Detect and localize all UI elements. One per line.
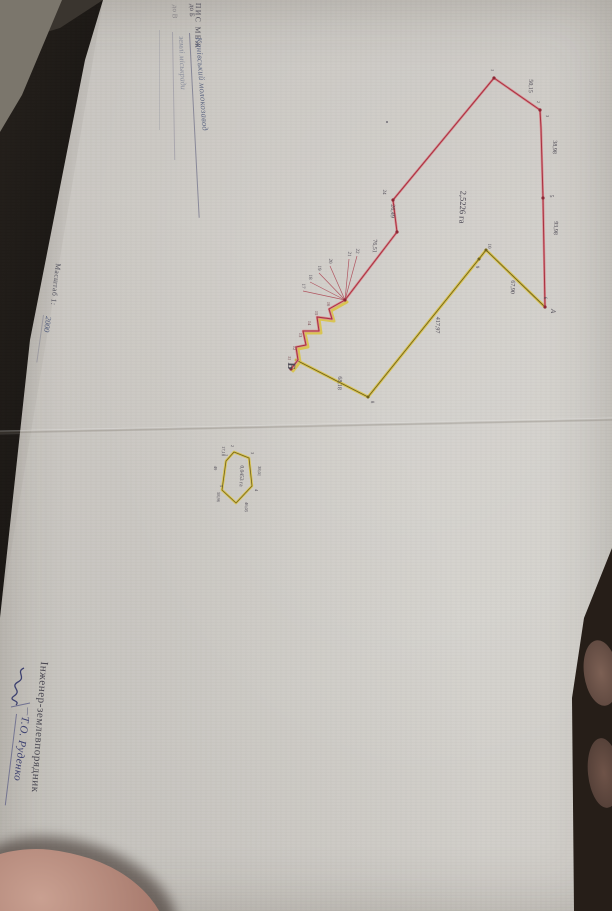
inset-label: 4: [254, 489, 259, 492]
inset-outline-line: [221, 451, 253, 504]
survey-label: 17: [300, 283, 305, 289]
vertex-leader-line: [344, 258, 350, 301]
survey-label: 68,18: [336, 376, 342, 390]
inset-label: 58,96: [215, 492, 221, 503]
survey-label: 1: [490, 69, 495, 71]
yellow-vertex-dot: [484, 248, 488, 252]
red-vertex-dot: [289, 367, 293, 371]
inset-label: 38,01: [256, 466, 262, 476]
survey-label: 26,49: [389, 204, 395, 218]
inset-label: 17,18: [220, 446, 226, 457]
survey-label: 22: [354, 248, 359, 254]
red-vertex-dot: [391, 198, 395, 202]
inset-label: 46,05: [243, 502, 249, 513]
survey-label: 16: [326, 302, 331, 307]
red-vertex-dot: [395, 230, 399, 234]
survey-label: 13: [298, 333, 303, 338]
survey-label: Б: [285, 362, 297, 370]
boundary-line-2-value: землі міськради: [177, 36, 188, 90]
red-boundary-line: [290, 77, 546, 370]
inset-label: 49: [213, 466, 218, 471]
inset-label: 5: [219, 485, 224, 488]
survey-label: А: [549, 308, 557, 314]
survey-label: 50,15: [527, 79, 533, 93]
survey-label: 12: [292, 346, 297, 351]
survey-label: 76,51: [371, 239, 377, 253]
survey-label: 21: [346, 251, 351, 257]
survey-label: 14: [307, 321, 312, 326]
vertex-leader-line: [329, 265, 346, 301]
inset-label: 2: [230, 445, 235, 447]
survey-label: 67,90: [509, 280, 515, 294]
survey-label: 9: [474, 266, 479, 269]
survey-label: 24: [381, 189, 386, 195]
red-vertex-dot: [541, 196, 545, 200]
survey-label: 417,97: [434, 317, 441, 334]
red-boundary-outer: [289, 76, 547, 371]
engineer-signature: [11, 667, 25, 706]
vertex-leader-line: [302, 290, 346, 301]
yellow-boundary-glow: [294, 248, 547, 399]
vertex-leader-line: [318, 272, 346, 301]
survey-label: 93,98: [552, 221, 558, 235]
boundary-line-2-label: до В: [170, 4, 179, 19]
vertex-leader-line: [309, 281, 346, 301]
yellow-vertex-dot: [366, 395, 370, 399]
survey-label: 11: [287, 356, 292, 361]
inset-label: 3: [250, 452, 255, 455]
survey-label: 3: [545, 115, 550, 118]
survey-label: 6: [542, 297, 547, 300]
signature-underline: [10, 702, 31, 708]
survey-label: 38,98: [551, 140, 557, 154]
inset-label: 0,0453 га: [238, 465, 245, 487]
inset-outline-glow: [220, 450, 254, 505]
survey-label: 20: [327, 258, 332, 264]
vertex-leader-line: [344, 255, 358, 301]
stray-mark: [386, 121, 388, 123]
inset-label: 1: [224, 454, 229, 456]
red-vertex-dot: [543, 305, 547, 309]
survey-label: 19: [316, 265, 321, 271]
survey-label: 2,5226 га: [457, 191, 468, 224]
yellow-boundary-backing: [291, 300, 349, 373]
red-vertex-dot: [538, 108, 542, 112]
survey-label: 18: [307, 274, 312, 280]
boundary-line-3-rule: [159, 30, 160, 130]
survey-label: 15: [314, 311, 319, 316]
survey-label: 2: [536, 101, 541, 103]
engineer-dash: —: [23, 707, 33, 716]
survey-label: 8: [369, 401, 374, 404]
red-vertex-dot: [492, 76, 496, 80]
yellow-vertex-dot: [477, 257, 481, 261]
boundary-line-1-label: до Б: [187, 3, 196, 17]
survey-label: 5: [548, 195, 554, 198]
survey-label: 10: [486, 243, 491, 249]
red-vertex-dot: [343, 298, 347, 302]
